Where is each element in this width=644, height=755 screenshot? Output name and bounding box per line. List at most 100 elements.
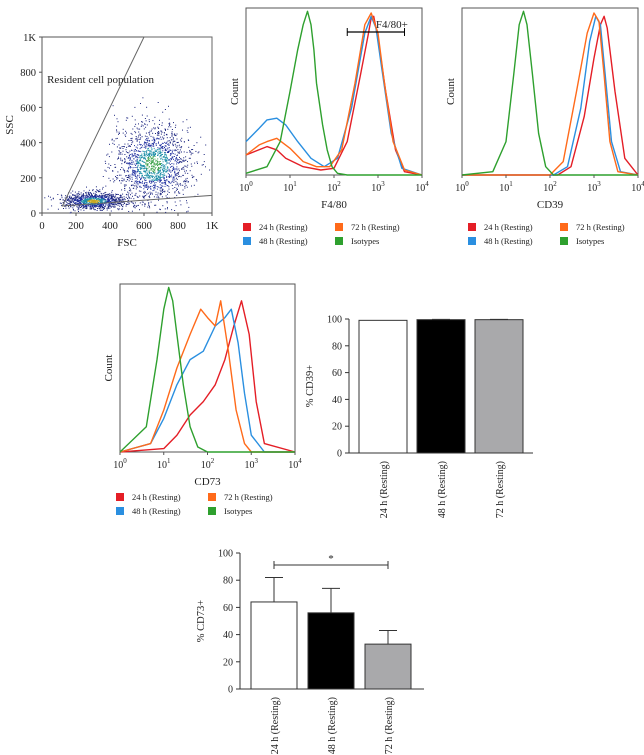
dot — [182, 184, 184, 186]
dot — [109, 167, 110, 169]
dot — [72, 198, 74, 200]
dot — [129, 187, 130, 189]
dot — [76, 206, 78, 208]
dot — [152, 176, 153, 178]
dot — [170, 171, 172, 173]
dot — [81, 195, 83, 197]
dot — [174, 134, 176, 136]
dot — [144, 180, 146, 182]
dot — [160, 152, 161, 154]
dot — [102, 176, 104, 177]
dot — [164, 149, 166, 151]
dot — [141, 175, 143, 177]
dot — [105, 194, 107, 196]
dot — [176, 156, 177, 158]
dot — [109, 194, 111, 196]
dot — [70, 198, 72, 200]
dot — [72, 203, 74, 205]
dot — [179, 192, 181, 194]
dot — [159, 187, 161, 189]
dot — [174, 201, 176, 203]
dot — [160, 193, 162, 195]
dot — [134, 153, 136, 155]
dot — [150, 162, 152, 164]
y-tick-label: 600 — [20, 103, 36, 114]
dot — [124, 171, 126, 173]
dot — [65, 201, 67, 203]
dot — [138, 138, 140, 140]
dot — [119, 147, 121, 149]
dot — [154, 155, 155, 157]
dot — [180, 184, 182, 186]
dot — [122, 193, 124, 195]
legend-swatch — [243, 223, 251, 231]
dot — [149, 172, 151, 173]
dot — [102, 188, 103, 190]
dot — [160, 170, 161, 172]
dot — [177, 162, 179, 164]
dot — [88, 191, 90, 193]
dot — [141, 168, 143, 170]
dot — [90, 193, 92, 195]
dot — [112, 200, 114, 202]
dot — [153, 179, 155, 181]
dot — [161, 136, 163, 138]
dot — [168, 188, 170, 190]
dot — [134, 176, 136, 177]
dot — [98, 208, 100, 210]
dot — [187, 210, 189, 212]
dot — [149, 134, 151, 136]
dot — [150, 188, 152, 190]
dot — [147, 159, 149, 161]
dot — [102, 198, 104, 200]
dot — [139, 172, 141, 174]
series-line — [245, 10, 422, 176]
dot — [198, 151, 200, 153]
legend-label: Isotypes — [576, 236, 604, 246]
dot — [173, 181, 175, 183]
dot — [111, 191, 113, 193]
dot — [138, 169, 139, 171]
dot — [119, 147, 121, 149]
gate-polygon — [61, 36, 213, 207]
dot — [183, 157, 185, 159]
dot — [93, 196, 94, 198]
dot — [136, 161, 138, 163]
dot — [99, 195, 101, 197]
dot — [150, 147, 152, 149]
dot — [83, 204, 85, 206]
dot — [83, 201, 85, 202]
dot — [167, 170, 168, 172]
dot — [153, 127, 155, 129]
dot — [139, 128, 141, 130]
dot — [122, 168, 124, 170]
dot — [81, 206, 83, 208]
dot — [154, 158, 156, 160]
dot — [164, 190, 166, 192]
dot — [79, 196, 81, 198]
dot — [70, 202, 72, 204]
dot — [160, 187, 162, 188]
dot — [174, 210, 176, 211]
dot — [60, 202, 62, 204]
dot — [84, 206, 85, 208]
dot — [116, 197, 118, 199]
legend-swatch — [335, 237, 343, 245]
dot — [127, 170, 129, 172]
dot — [144, 186, 146, 188]
dot — [71, 202, 73, 203]
dot — [128, 197, 130, 199]
dot — [151, 158, 153, 160]
y-tick-label: 80 — [223, 576, 233, 587]
dot — [155, 194, 157, 196]
dot — [116, 177, 118, 178]
dot — [148, 177, 149, 179]
dot — [186, 130, 188, 132]
dot — [143, 177, 145, 179]
dot — [129, 145, 130, 147]
dot — [75, 202, 77, 204]
dot — [173, 156, 175, 157]
dot — [156, 178, 158, 180]
dot — [83, 209, 85, 211]
dot — [176, 166, 178, 168]
